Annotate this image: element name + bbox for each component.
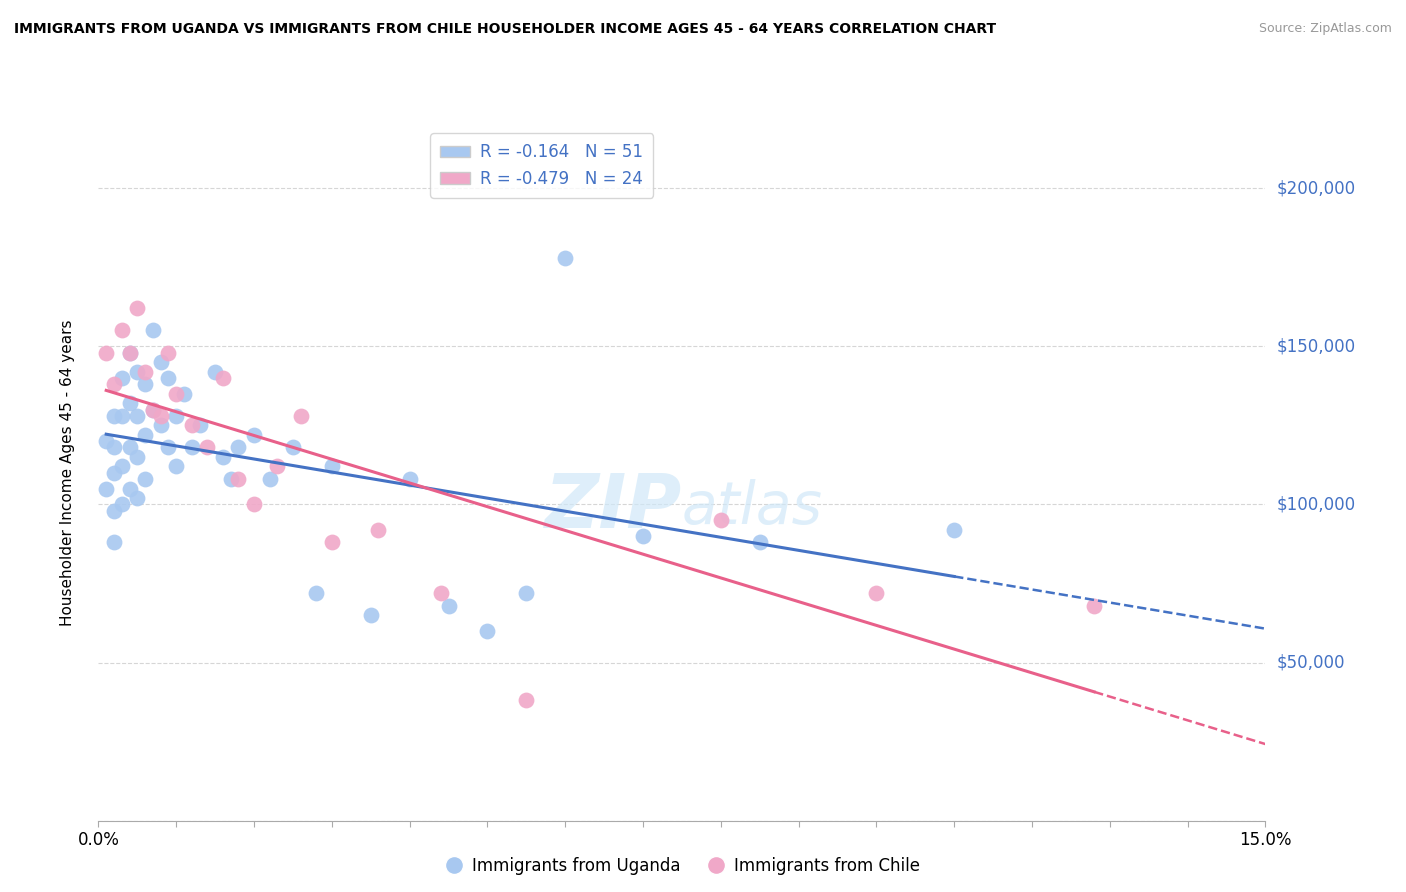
Point xyxy=(259,472,281,486)
Point xyxy=(180,418,202,433)
Point xyxy=(228,441,250,455)
Text: $150,000: $150,000 xyxy=(1277,337,1355,355)
Point xyxy=(157,441,180,455)
Point xyxy=(149,355,172,369)
Point xyxy=(134,365,156,379)
Point xyxy=(195,441,218,455)
Point xyxy=(243,427,266,442)
Text: atlas: atlas xyxy=(682,479,823,536)
Point xyxy=(305,586,328,600)
Point xyxy=(111,459,134,474)
Point xyxy=(180,441,202,455)
Point xyxy=(321,459,343,474)
Point xyxy=(281,441,304,455)
Point xyxy=(748,535,770,549)
Point xyxy=(127,365,149,379)
Point xyxy=(142,402,165,417)
Point xyxy=(103,441,125,455)
Point xyxy=(188,418,211,433)
Point xyxy=(165,459,187,474)
Point xyxy=(103,377,125,392)
Text: $50,000: $50,000 xyxy=(1277,654,1346,672)
Point xyxy=(554,251,576,265)
Point xyxy=(367,523,389,537)
Point xyxy=(134,427,156,442)
Text: IMMIGRANTS FROM UGANDA VS IMMIGRANTS FROM CHILE HOUSEHOLDER INCOME AGES 45 - 64 : IMMIGRANTS FROM UGANDA VS IMMIGRANTS FRO… xyxy=(14,22,997,37)
Point xyxy=(429,586,451,600)
Point xyxy=(515,693,537,707)
Point xyxy=(103,535,125,549)
Point xyxy=(1083,599,1105,613)
Point xyxy=(631,529,654,543)
Point xyxy=(515,586,537,600)
Point xyxy=(321,535,343,549)
Point xyxy=(157,371,180,385)
Point xyxy=(118,345,141,359)
Point xyxy=(111,409,134,423)
Point xyxy=(134,472,156,486)
Point xyxy=(96,434,118,449)
Point xyxy=(142,323,165,337)
Point xyxy=(710,513,733,527)
Point xyxy=(142,402,165,417)
Point xyxy=(127,491,149,505)
Text: $100,000: $100,000 xyxy=(1277,495,1355,514)
Point xyxy=(165,386,187,401)
Point xyxy=(118,441,141,455)
Text: Source: ZipAtlas.com: Source: ZipAtlas.com xyxy=(1258,22,1392,36)
Point xyxy=(437,599,460,613)
Point xyxy=(96,482,118,496)
Point xyxy=(127,301,149,316)
Point xyxy=(477,624,499,638)
Point xyxy=(149,418,172,433)
Point xyxy=(219,472,242,486)
Legend: Immigrants from Uganda, Immigrants from Chile: Immigrants from Uganda, Immigrants from … xyxy=(437,851,927,882)
Point xyxy=(118,345,141,359)
Point xyxy=(943,523,966,537)
Point xyxy=(212,371,235,385)
Point xyxy=(212,450,235,464)
Point xyxy=(127,409,149,423)
Point xyxy=(243,497,266,511)
Text: $200,000: $200,000 xyxy=(1277,179,1355,197)
Point xyxy=(103,466,125,480)
Point xyxy=(157,345,180,359)
Point xyxy=(118,396,141,410)
Point xyxy=(865,586,887,600)
Point xyxy=(96,345,118,359)
Point xyxy=(134,377,156,392)
Point xyxy=(360,608,382,623)
Point xyxy=(111,323,134,337)
Point xyxy=(165,409,187,423)
Point xyxy=(266,459,288,474)
Point xyxy=(398,472,420,486)
Point xyxy=(149,409,172,423)
Text: ZIP: ZIP xyxy=(544,471,682,544)
Point xyxy=(111,497,134,511)
Point xyxy=(204,365,226,379)
Point xyxy=(228,472,250,486)
Point xyxy=(173,386,195,401)
Point xyxy=(103,409,125,423)
Point xyxy=(103,504,125,518)
Point xyxy=(118,482,141,496)
Y-axis label: Householder Income Ages 45 - 64 years: Householder Income Ages 45 - 64 years xyxy=(60,319,75,626)
Point xyxy=(290,409,312,423)
Point xyxy=(127,450,149,464)
Point xyxy=(111,371,134,385)
